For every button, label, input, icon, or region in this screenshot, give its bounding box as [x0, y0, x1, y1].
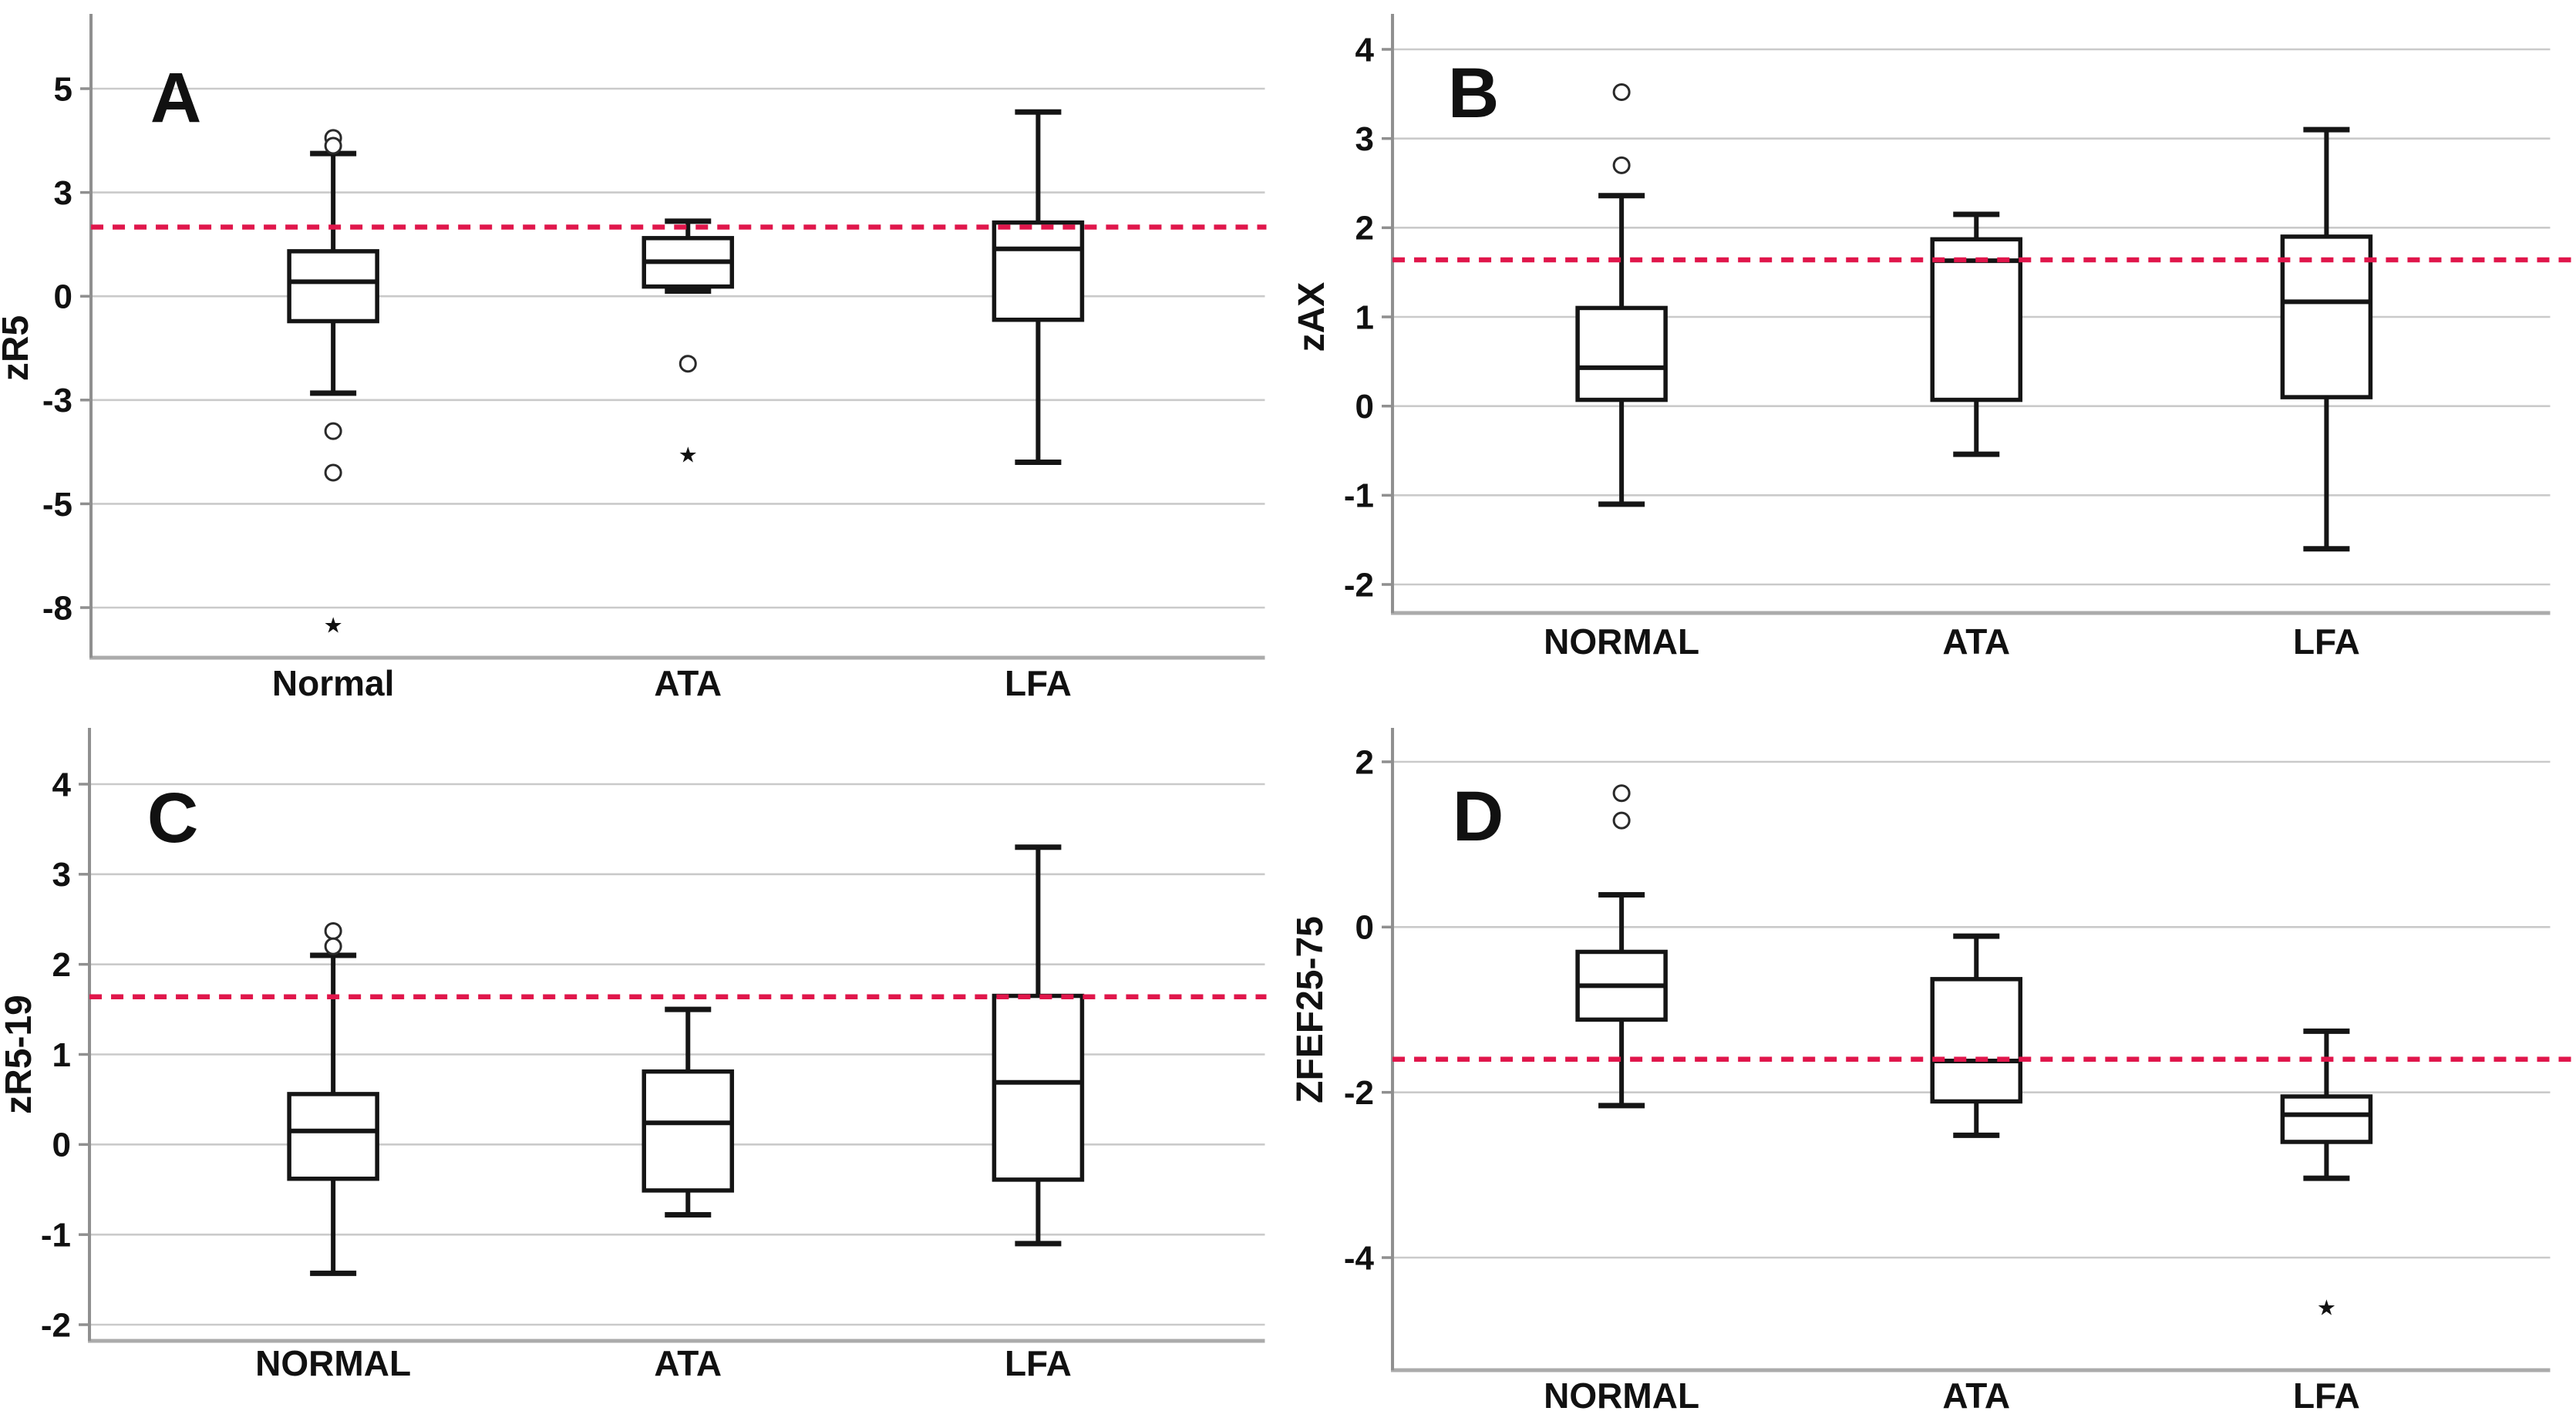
outlier-circle [679, 355, 697, 373]
y-tick-label: 0 [54, 278, 72, 316]
y-axis-label: ZFEF25-75 [1290, 916, 1331, 1103]
y-tick-label: -4 [1343, 1239, 1374, 1277]
panel-c: 4 3 2 1 0 -1 -2 NORMAL ATA LFA zR5-19 C [0, 714, 1288, 1428]
y-tick-label: 0 [1355, 388, 1373, 426]
panel-d: 2 0 -2 -4 ★ NORMAL ATA LFA ZFEF25-75 D [1288, 714, 2576, 1428]
panel-letter: A [150, 59, 201, 137]
outlier-circle [1612, 811, 1631, 830]
outlier-circle [324, 422, 342, 440]
y-tick-label: 3 [54, 174, 72, 212]
outlier-circle [324, 921, 342, 940]
iqr-box [641, 1069, 735, 1193]
category-label: NORMAL [255, 1343, 411, 1383]
outlier-circle [324, 463, 342, 482]
y-tick-label: 2 [52, 946, 71, 984]
panel-c-plot: 4 3 2 1 0 -1 -2 NORMAL ATA LFA zR5-19 C [0, 728, 1267, 1383]
y-tick-label: -5 [42, 486, 72, 524]
category-label: LFA [1005, 1343, 1072, 1383]
iqr-box [992, 993, 1085, 1182]
panel-letter: B [1447, 54, 1498, 133]
category-label: LFA [2292, 621, 2359, 662]
panel-letter: D [1452, 777, 1503, 856]
y-tick-label: -2 [41, 1306, 71, 1344]
iqr-box [2280, 234, 2372, 399]
category-label: NORMAL [1544, 621, 1699, 662]
y-tick-label: -2 [1343, 1074, 1373, 1112]
outlier-star: ★ [324, 614, 343, 638]
y-tick-label: 0 [1355, 909, 1373, 947]
iqr-box [1574, 305, 1668, 402]
outlier-circle [1612, 784, 1631, 803]
y-tick-label: 4 [1355, 31, 1374, 69]
category-label: NORMAL [1544, 1376, 1699, 1416]
panel-b: 4 3 2 1 0 -1 -2 NORMAL ATA LFA zAX B [1288, 0, 2576, 714]
y-tick-label: 2 [1355, 210, 1373, 248]
y-axis-label: zAX [1291, 282, 1332, 352]
y-tick-label: -1 [1343, 477, 1373, 515]
category-label: LFA [1005, 663, 1072, 703]
iqr-box [287, 249, 379, 324]
panel-a-plot: 5 3 0 -3 -5 -8 ★ ★ Normal ATA LFA zR5 A [0, 14, 1267, 703]
y-tick-label: 1 [1355, 298, 1373, 336]
y-axis-label: zR5 [0, 315, 36, 381]
iqr-box [1929, 977, 2022, 1104]
iqr-box [1929, 237, 2022, 402]
outlier-circle [1612, 156, 1631, 174]
y-tick-label: 2 [1355, 743, 1373, 781]
y-tick-label: 0 [52, 1127, 71, 1164]
y-tick-label: 5 [54, 70, 72, 108]
category-label: LFA [2292, 1376, 2359, 1416]
outlier-circle [324, 937, 342, 955]
y-tick-label: 3 [52, 856, 71, 894]
outlier-star: ★ [2316, 1295, 2335, 1319]
iqr-box [2280, 1094, 2372, 1144]
y-axis-label: zR5-19 [0, 995, 39, 1114]
outlier-circle [1612, 83, 1631, 102]
category-label: ATA [654, 1343, 722, 1383]
y-tick-label: 4 [52, 766, 72, 803]
outlier-star: ★ [679, 443, 698, 467]
y-tick-label: -2 [1343, 566, 1373, 604]
panel-letter: C [147, 779, 198, 857]
outlier-circle [324, 136, 342, 155]
panel-a: 5 3 0 -3 -5 -8 ★ ★ Normal ATA LFA zR5 A [0, 0, 1288, 714]
y-tick-label: -3 [42, 382, 72, 419]
panel-b-plot: 4 3 2 1 0 -1 -2 NORMAL ATA LFA zAX B [1291, 14, 2576, 662]
y-tick-label: -1 [41, 1217, 71, 1255]
panel-d-plot: 2 0 -2 -4 ★ NORMAL ATA LFA ZFEF25-75 D [1290, 728, 2576, 1416]
category-label: ATA [1942, 621, 2010, 662]
category-label: ATA [654, 663, 722, 703]
category-label: ATA [1942, 1376, 2010, 1416]
y-tick-label: 1 [52, 1036, 71, 1074]
category-label: Normal [272, 663, 395, 703]
iqr-box [287, 1092, 379, 1181]
y-tick-label: -8 [42, 589, 72, 627]
y-tick-label: 3 [1355, 120, 1373, 158]
iqr-box [992, 220, 1085, 322]
